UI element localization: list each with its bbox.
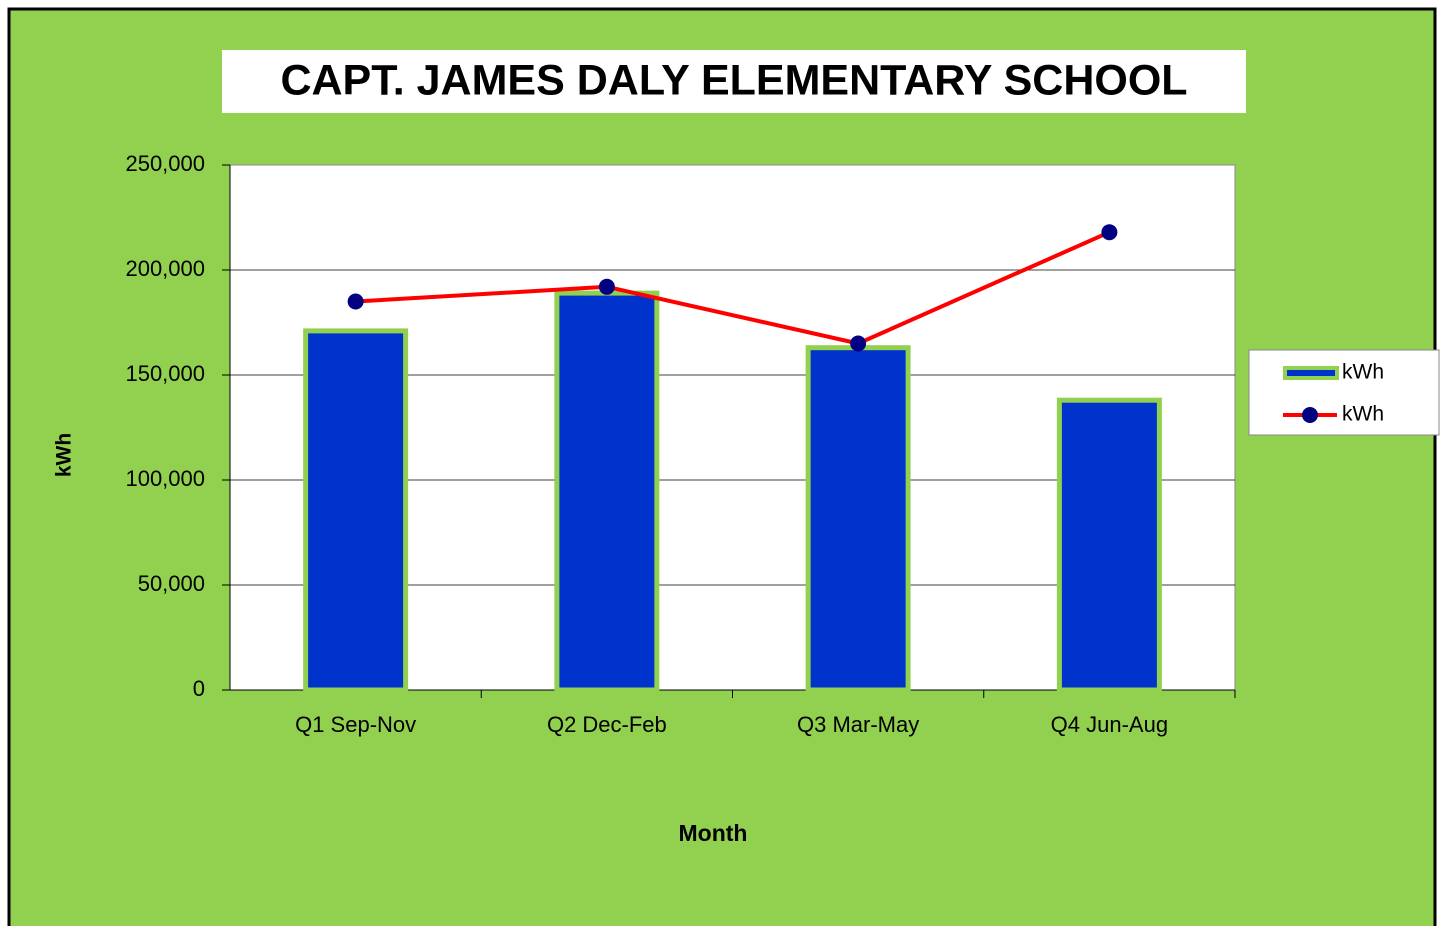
x-tick-label: Q4 Jun-Aug xyxy=(1051,712,1168,737)
line-point xyxy=(1101,224,1118,241)
y-tick-label: 0 xyxy=(193,676,205,701)
y-tick-label: 100,000 xyxy=(125,466,205,491)
x-axis-label: Month xyxy=(679,820,748,846)
line-point xyxy=(598,278,615,295)
y-tick-label: 50,000 xyxy=(138,571,205,596)
line-point xyxy=(850,335,867,352)
x-tick-label: Q2 Dec-Feb xyxy=(547,712,667,737)
legend-marker xyxy=(1302,407,1318,423)
y-tick-label: 250,000 xyxy=(125,151,205,176)
x-tick-label: Q1 Sep-Nov xyxy=(295,712,416,737)
x-tick-label: Q3 Mar-May xyxy=(797,712,919,737)
y-tick-label: 200,000 xyxy=(125,256,205,281)
legend-swatch xyxy=(1283,366,1339,380)
line-point xyxy=(347,293,364,310)
line xyxy=(355,230,1111,346)
chart-title: CAPT. JAMES DALY ELEMENTARY SCHOOL xyxy=(280,56,1187,104)
bar xyxy=(303,328,409,693)
bar xyxy=(1056,397,1162,693)
legend-label: kWh xyxy=(1342,403,1384,426)
bar xyxy=(805,345,911,693)
title-box xyxy=(222,50,1246,113)
legend xyxy=(1248,349,1440,436)
y-axis-label: kWh xyxy=(53,433,76,477)
y-tick-label: 150,000 xyxy=(125,361,205,386)
legend-label: kWh xyxy=(1342,361,1384,384)
bar xyxy=(554,290,660,693)
